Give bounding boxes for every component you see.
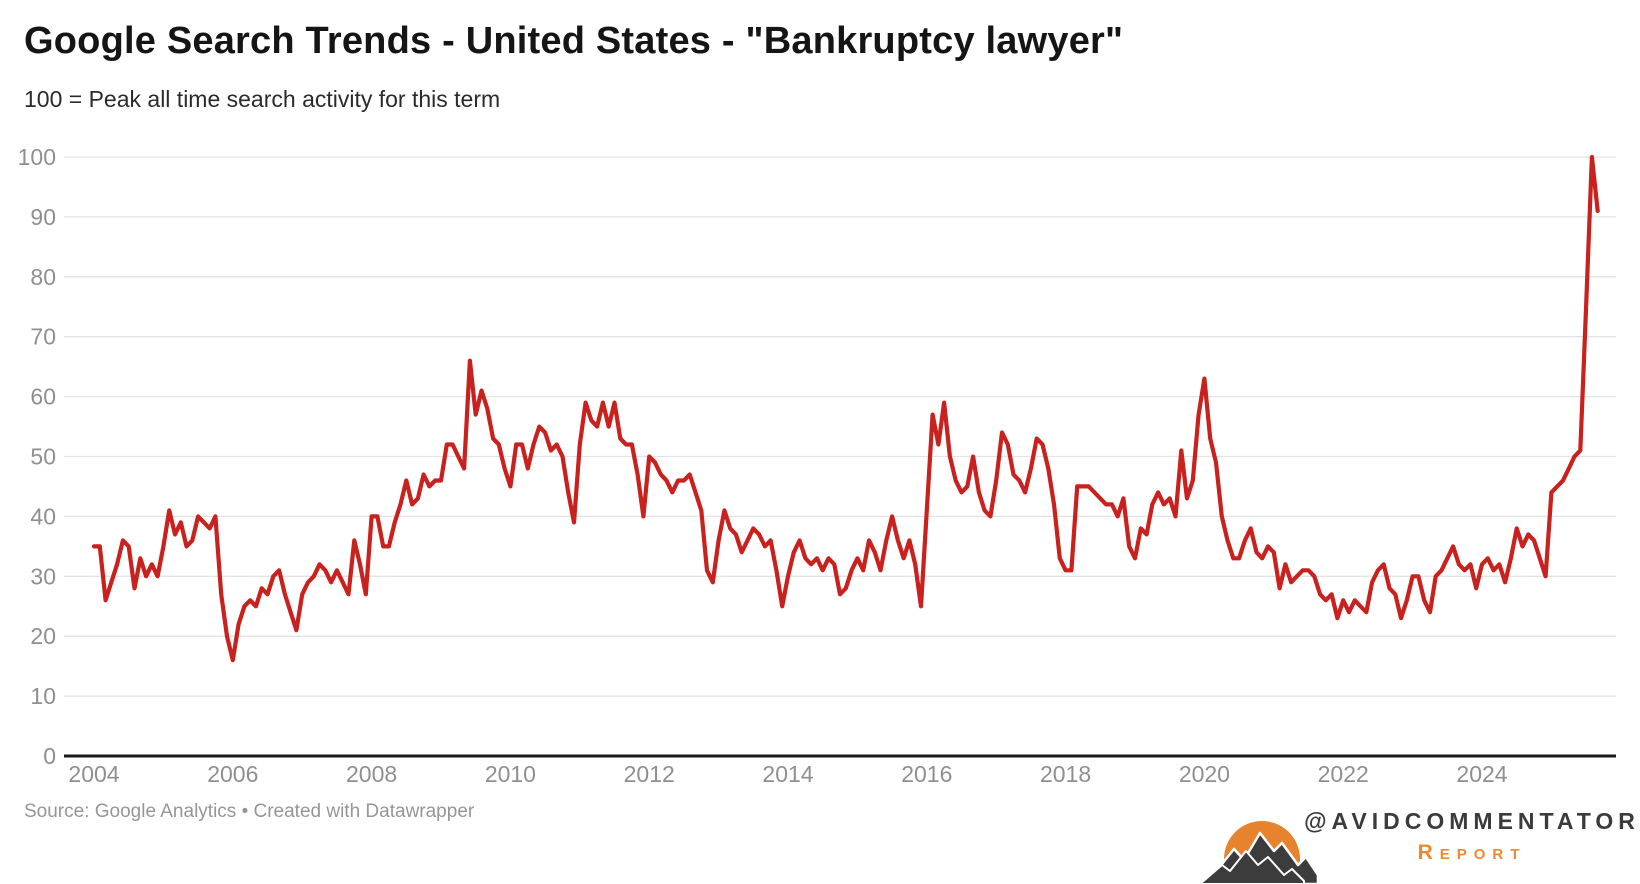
svg-text:60: 60 <box>30 384 56 410</box>
y-axis-labels: 0 10 20 30 40 50 60 70 80 90 100 <box>18 144 56 769</box>
page-title: Google Search Trends - United States - "… <box>24 20 1124 62</box>
svg-text:2012: 2012 <box>624 761 675 787</box>
svg-text:100: 100 <box>18 144 56 170</box>
svg-text:2020: 2020 <box>1179 761 1230 787</box>
svg-text:70: 70 <box>30 324 56 350</box>
svg-text:10: 10 <box>30 683 56 709</box>
svg-text:80: 80 <box>30 264 56 290</box>
svg-text:2022: 2022 <box>1318 761 1369 787</box>
svg-text:2004: 2004 <box>68 761 119 787</box>
sun-over-mountains-icon <box>1200 821 1320 884</box>
brand-sub-label: Report <box>1417 841 1527 864</box>
chart-subtitle: 100 = Peak all time search activity for … <box>24 86 501 112</box>
brand-handle: @AVIDCOMMENTATOR <box>1304 808 1640 834</box>
svg-text:2016: 2016 <box>901 761 952 787</box>
svg-text:0: 0 <box>43 743 56 769</box>
svg-text:2018: 2018 <box>1040 761 1091 787</box>
svg-text:40: 40 <box>30 503 56 529</box>
svg-text:2008: 2008 <box>346 761 397 787</box>
svg-text:20: 20 <box>30 623 56 649</box>
svg-text:2006: 2006 <box>207 761 258 787</box>
svg-text:2010: 2010 <box>485 761 536 787</box>
grid-lines <box>64 156 1616 697</box>
search-trend-line <box>91 154 1600 663</box>
svg-text:30: 30 <box>30 563 56 589</box>
svg-text:90: 90 <box>30 204 56 230</box>
source-note: Source: Google Analytics • Created with … <box>24 801 475 822</box>
svg-text:50: 50 <box>30 444 56 470</box>
svg-text:2014: 2014 <box>762 761 813 787</box>
brand-block: @AVIDCOMMENTATOR Report <box>1304 808 1635 865</box>
x-axis-labels: 2004 2006 2008 2010 2012 2014 2016 2018 2020 2022… <box>68 761 1507 787</box>
svg-text:2024: 2024 <box>1456 761 1507 787</box>
